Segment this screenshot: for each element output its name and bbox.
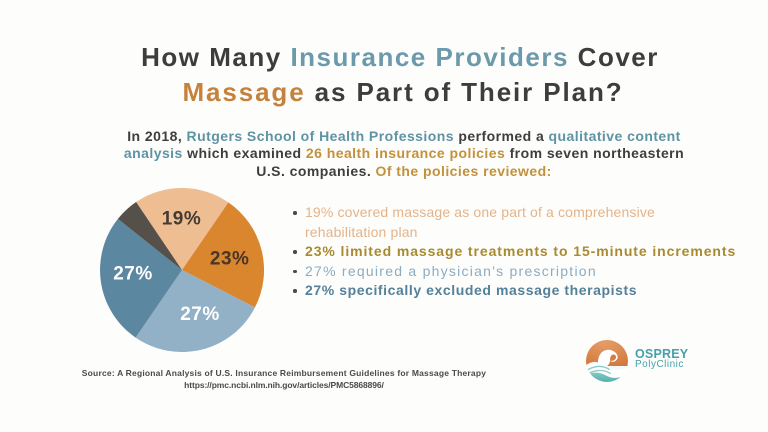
svg-text:19%: 19% xyxy=(162,209,202,230)
svg-text:23%: 23% xyxy=(210,248,250,269)
svg-text:27%: 27% xyxy=(180,304,220,325)
svg-text:27%: 27% xyxy=(113,263,153,284)
